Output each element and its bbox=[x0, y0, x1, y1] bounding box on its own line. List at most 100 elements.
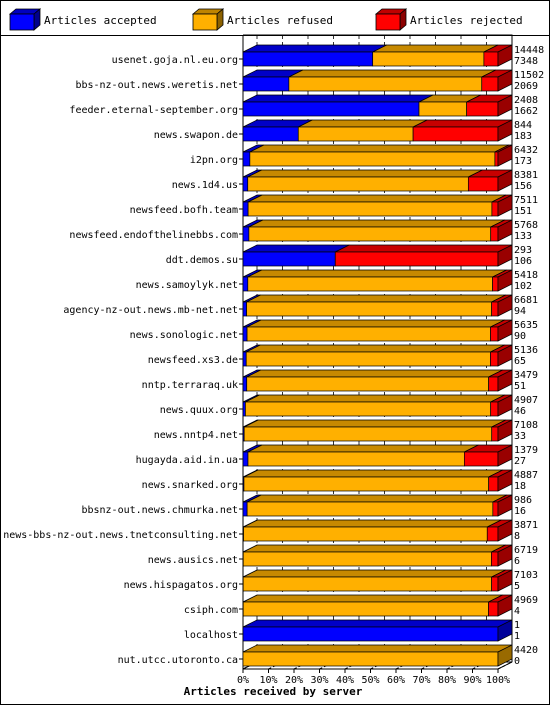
data-label-accepted: 156 bbox=[514, 181, 532, 192]
bar-segment bbox=[242, 201, 249, 217]
bar-segment bbox=[248, 226, 492, 242]
bar-segment bbox=[247, 201, 493, 217]
bar-segment-top bbox=[412, 119, 513, 128]
category-label: news.quux.org bbox=[160, 405, 238, 416]
data-label-accepted: 6 bbox=[514, 556, 520, 567]
bar-segment bbox=[490, 351, 499, 367]
bar-segment bbox=[246, 301, 492, 317]
data-label-total: 3871 bbox=[514, 520, 538, 531]
bar-segment bbox=[247, 276, 493, 292]
bar-segment bbox=[488, 476, 499, 492]
data-label-total: 1 bbox=[514, 620, 520, 631]
category-label: nntp.terraraq.uk bbox=[142, 380, 238, 391]
bar-segment-top bbox=[372, 44, 499, 53]
data-label-accepted: 0 bbox=[514, 656, 520, 667]
bar-segment bbox=[246, 501, 494, 517]
x-tick-label: 50% bbox=[361, 675, 379, 686]
bar-segment bbox=[463, 451, 499, 467]
data-label-accepted: 51 bbox=[514, 381, 526, 392]
bar-segment bbox=[288, 76, 483, 92]
bar-segment bbox=[242, 51, 374, 67]
category-label: usenet.goja.nl.eu.org bbox=[112, 55, 238, 66]
legend-swatch bbox=[192, 13, 218, 31]
bar-segment bbox=[490, 401, 499, 417]
bar-segment bbox=[467, 176, 499, 192]
bar-segment bbox=[486, 526, 499, 542]
bar-segment-top bbox=[243, 519, 502, 528]
category-label: news.hispagatos.org bbox=[124, 580, 238, 591]
category-label: news.nntp4.net bbox=[154, 430, 238, 441]
category-label: nut.utcc.utoronto.ca bbox=[118, 655, 238, 666]
data-label-accepted: 18 bbox=[514, 481, 526, 492]
legend-label: Articles rejected bbox=[410, 14, 523, 27]
x-tick-label: 60% bbox=[387, 675, 405, 686]
bar-segment-top bbox=[298, 119, 428, 128]
bar-segment-side bbox=[497, 419, 513, 442]
x-tick-label: 10% bbox=[259, 675, 277, 686]
data-label-total: 6719 bbox=[514, 545, 538, 556]
bar-segment bbox=[242, 601, 489, 617]
category-label: news.snarked.org bbox=[142, 480, 238, 491]
bar-segment-side bbox=[497, 44, 513, 67]
bar-segment-top bbox=[246, 294, 506, 303]
x-tick-label: 80% bbox=[438, 675, 456, 686]
data-label-total: 844 bbox=[514, 120, 532, 131]
data-label-accepted: 1662 bbox=[514, 106, 538, 117]
bar-segment bbox=[242, 626, 499, 642]
bar-segment bbox=[242, 351, 247, 367]
bar-segment bbox=[242, 451, 249, 467]
bar-segment-top bbox=[249, 144, 510, 153]
bar-segment bbox=[242, 76, 290, 92]
legend-label: Articles accepted bbox=[44, 14, 157, 27]
legend-swatch bbox=[375, 13, 401, 31]
bar-segment bbox=[491, 301, 499, 317]
bar-segment bbox=[242, 376, 248, 392]
data-label-accepted: 16 bbox=[514, 506, 526, 517]
bar-segment bbox=[488, 601, 499, 617]
bar-segment-top bbox=[246, 344, 505, 353]
bar-segment-top bbox=[247, 169, 483, 178]
bar-segment-top bbox=[288, 69, 496, 78]
bar-segment bbox=[242, 226, 250, 242]
x-tick-label: 30% bbox=[310, 675, 328, 686]
data-label-total: 7108 bbox=[514, 420, 538, 431]
bar-segment-top bbox=[242, 244, 350, 253]
bar-segment bbox=[488, 376, 499, 392]
bar-segment-side bbox=[497, 594, 513, 617]
data-label-total: 6681 bbox=[514, 295, 538, 306]
bar-segment-side bbox=[497, 394, 513, 417]
bar-segment-side bbox=[497, 369, 513, 392]
data-label-accepted: 33 bbox=[514, 431, 526, 442]
bar-segment-top bbox=[242, 94, 434, 103]
bar-segment bbox=[247, 176, 469, 192]
bar-segment bbox=[334, 251, 499, 267]
data-label-accepted: 90 bbox=[514, 331, 526, 342]
bar-segment bbox=[245, 401, 492, 417]
bar-segment bbox=[243, 526, 488, 542]
data-label-total: 8381 bbox=[514, 170, 538, 181]
bar-segment-side bbox=[497, 444, 513, 467]
legend-label: Articles refused bbox=[227, 14, 333, 27]
category-label: bbsnz-out.news.chmurka.net bbox=[81, 505, 238, 516]
category-label: news.sonologic.net bbox=[130, 330, 238, 341]
bar-segment bbox=[246, 376, 489, 392]
bar-segment bbox=[249, 151, 496, 167]
bar-segment-top bbox=[242, 44, 387, 53]
x-tick-label: 20% bbox=[285, 675, 303, 686]
bar-segment-top bbox=[245, 394, 505, 403]
category-label: newsfeed.xs3.de bbox=[148, 355, 238, 366]
bar-segment-side bbox=[497, 144, 513, 167]
bar-segment bbox=[242, 651, 499, 667]
bar-segment bbox=[242, 151, 251, 167]
bar-segment bbox=[297, 126, 414, 142]
bar-segment-side bbox=[497, 219, 513, 242]
data-label-accepted: 151 bbox=[514, 206, 532, 217]
bar-segment-side bbox=[497, 294, 513, 317]
data-label-total: 7511 bbox=[514, 195, 538, 206]
category-label: newsfeed.endofthelinebbs.com bbox=[69, 230, 238, 241]
bar-segment-side bbox=[497, 494, 513, 517]
bar-segment bbox=[491, 426, 499, 442]
bar-segment bbox=[242, 301, 247, 317]
bar-segment bbox=[492, 276, 499, 292]
bar-segment bbox=[242, 551, 492, 567]
